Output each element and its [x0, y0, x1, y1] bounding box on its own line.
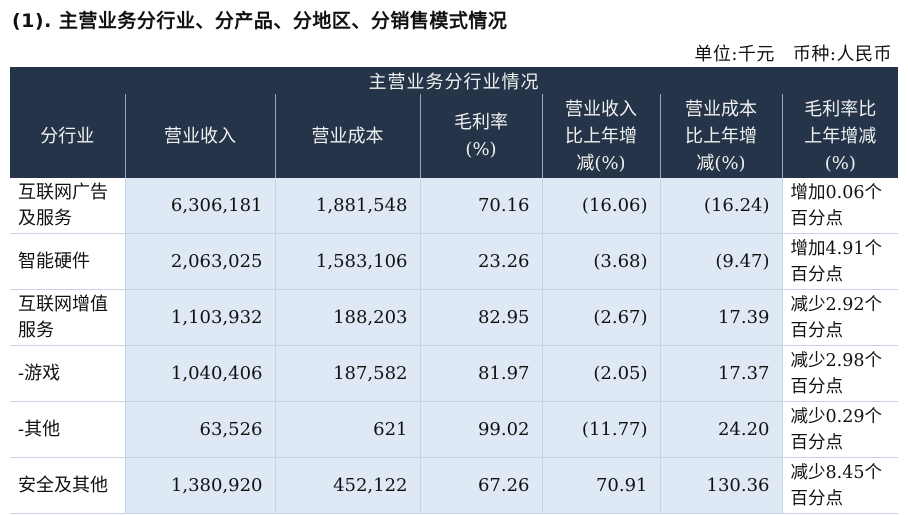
- value-cell: 1,380,920: [124, 457, 275, 514]
- column-header-label: 营业成本 比上年增 减(%): [685, 98, 757, 174]
- value-cell: 67.26: [419, 457, 542, 514]
- row-label-cell: 互联网广告及服务: [10, 178, 125, 234]
- column-header-label: 营业收入: [164, 125, 236, 147]
- value-cell: (9.47): [659, 233, 782, 290]
- table-row: -其他 63,526 621 99.02 (11.77) 24.20 减少0.29个百分点: [10, 401, 899, 458]
- value-cell: 63,526: [124, 401, 275, 458]
- margin-change-cell: 减少0.29个百分点: [781, 401, 899, 458]
- value-cell: 452,122: [274, 457, 420, 514]
- value-cell: 621: [274, 401, 420, 458]
- value-cell: 1,103,932: [124, 289, 275, 346]
- value-cell: 1,040,406: [124, 345, 275, 402]
- value-cell: (3.68): [541, 233, 660, 290]
- column-header: 毛利率 (%): [419, 94, 542, 178]
- column-header: 分行业: [10, 94, 125, 178]
- value-cell: 17.39: [659, 289, 782, 346]
- column-header-label: 毛利率比 上年增减 (%): [804, 98, 877, 174]
- value-cell: 1,881,548: [274, 178, 420, 234]
- table-row: -游戏 1,040,406 187,582 81.97 (2.05) 17.37 减少2.9…: [10, 345, 899, 402]
- column-header: 营业成本: [274, 94, 420, 178]
- table-row: 安全及其他 1,380,920 452,122 67.26 70.91 130.36 减少8…: [10, 457, 899, 514]
- table-row: 互联网增值服务 1,103,932 188,203 82.95 (2.67) 17.39 减…: [10, 289, 899, 346]
- unit-label: 单位:千元: [694, 44, 775, 65]
- margin-change-cell: 减少2.92个百分点: [781, 289, 899, 346]
- value-cell: 1,583,106: [274, 233, 420, 290]
- value-cell: 188,203: [274, 289, 420, 346]
- value-cell: (2.05): [541, 345, 660, 402]
- column-header: 毛利率比 上年增减 (%): [781, 94, 899, 178]
- value-cell: (2.67): [541, 289, 660, 346]
- value-cell: 187,582: [274, 345, 420, 402]
- margin-change-cell: 减少8.45个百分点: [781, 457, 899, 514]
- column-header-label: 营业收入 比上年增 减(%): [565, 98, 637, 174]
- value-cell: (16.24): [659, 178, 782, 234]
- value-cell: 130.36: [659, 457, 782, 514]
- column-header-label: 分行业: [40, 125, 95, 147]
- value-cell: 70.91: [541, 457, 660, 514]
- column-header: 营业收入: [124, 94, 275, 178]
- value-cell: 24.20: [659, 401, 782, 458]
- margin-change-cell: 增加4.91个百分点: [781, 233, 899, 290]
- value-cell: 81.97: [419, 345, 542, 402]
- value-cell: 6,306,181: [124, 178, 275, 234]
- row-label-cell: 智能硬件: [10, 233, 125, 290]
- row-label-cell: 安全及其他: [10, 457, 125, 514]
- column-header: 营业成本 比上年增 减(%): [659, 94, 782, 178]
- row-label-cell: 互联网增值服务: [10, 289, 125, 346]
- row-label-cell: -游戏: [10, 345, 125, 402]
- table-title: 主营业务分行业情况: [10, 67, 899, 94]
- margin-change-cell: 增加0.06个百分点: [781, 178, 899, 234]
- value-cell: 99.02: [419, 401, 542, 458]
- currency-label: 币种:人民币: [792, 44, 892, 65]
- value-cell: (11.77): [541, 401, 660, 458]
- value-cell: 82.95: [419, 289, 542, 346]
- section-heading: (1). 主营业务分行业、分产品、分地区、分销售模式情况: [12, 10, 508, 32]
- column-header-label: 营业成本: [311, 125, 384, 147]
- column-header: 营业收入 比上年增 减(%): [541, 94, 660, 178]
- table-row: 智能硬件 2,063,025 1,583,106 23.26 (3.68) (9.47) 增…: [10, 233, 899, 290]
- industry-revenue-table: 主营业务分行业情况 分行业 营业收入 营业成本 毛利率 (%) 营业收入 比上年增 减(…: [10, 67, 899, 514]
- table-row: 互联网广告及服务 6,306,181 1,881,548 70.16 (16.06) (1…: [10, 178, 899, 234]
- value-cell: (16.06): [541, 178, 660, 234]
- row-label-cell: -其他: [10, 401, 125, 458]
- unit-currency-line: 单位:千元 币种:人民币: [694, 40, 892, 66]
- margin-change-cell: 减少2.98个百分点: [781, 345, 899, 402]
- value-cell: 17.37: [659, 345, 782, 402]
- column-header-label: 毛利率 (%): [454, 112, 508, 160]
- value-cell: 23.26: [419, 233, 542, 290]
- value-cell: 2,063,025: [124, 233, 275, 290]
- value-cell: 70.16: [419, 178, 542, 234]
